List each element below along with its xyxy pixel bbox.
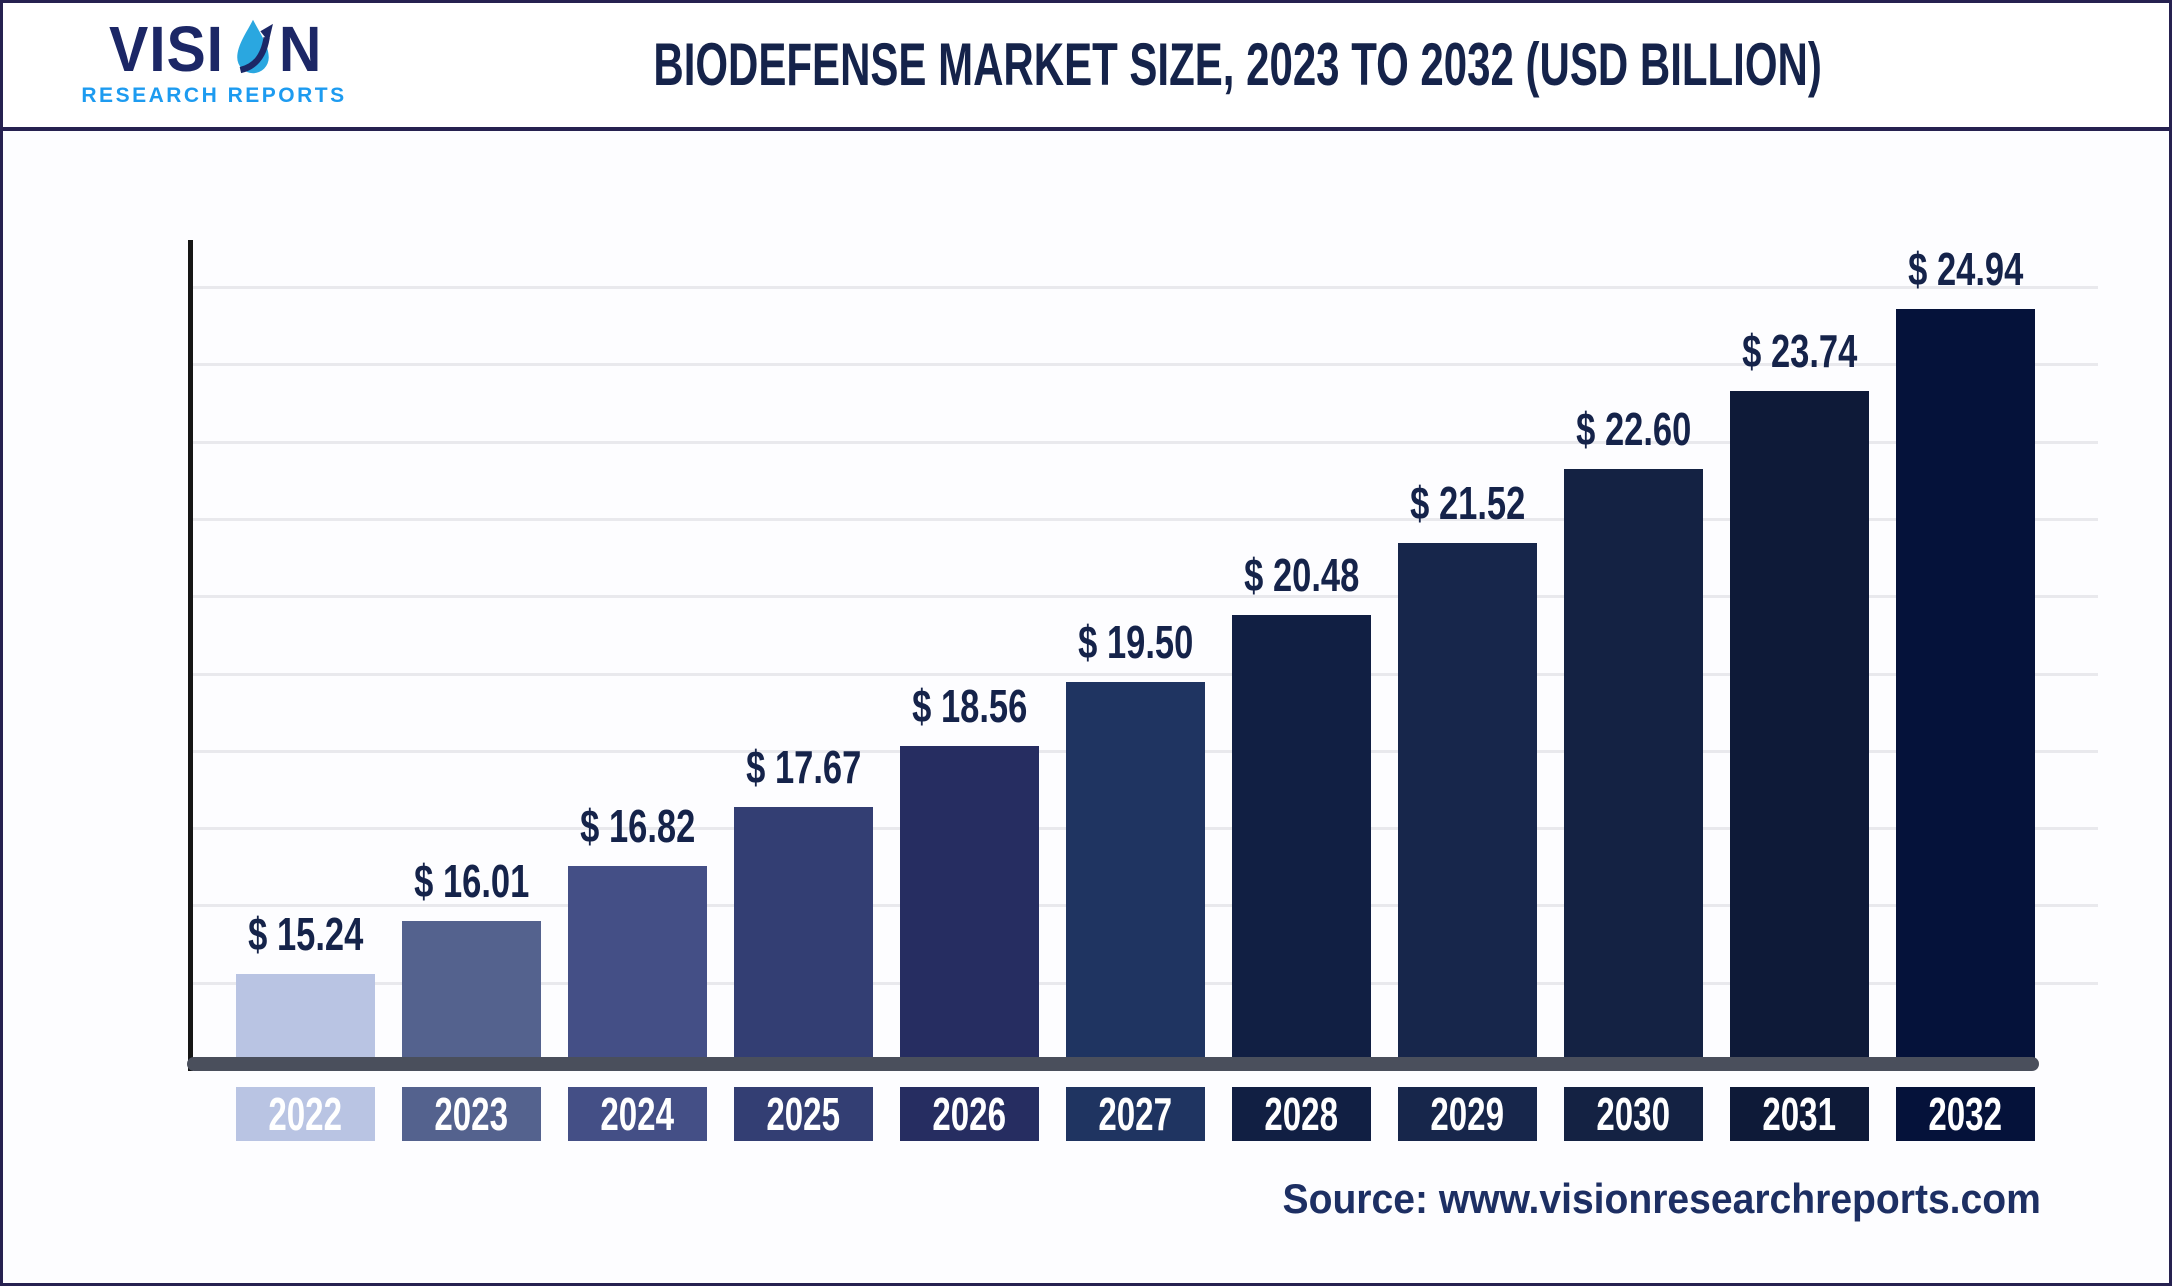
logo-subtitle: RESEARCH REPORTS	[81, 84, 347, 107]
bar-value-label: $ 19.50	[1077, 616, 1194, 668]
brand-logo: VISI N RESEARCH REPORTS	[69, 17, 359, 108]
bar-value-label: $ 15.24	[247, 908, 364, 960]
gridline	[193, 286, 2098, 289]
bar-value-label: $ 20.48	[1243, 549, 1360, 601]
bar-value-label: $ 18.56	[911, 680, 1028, 732]
bar-value-label: $ 24.94	[1907, 243, 2024, 295]
bar-2032	[1896, 309, 2035, 1059]
year-label-2024: 2024	[568, 1087, 707, 1141]
bar-value-label: $ 16.82	[579, 800, 696, 852]
bar-2023	[402, 921, 541, 1059]
year-label-2027: 2027	[1066, 1087, 1205, 1141]
year-label-2023: 2023	[402, 1087, 541, 1141]
y-axis-line	[188, 240, 193, 1071]
bar-value-label: $ 23.74	[1741, 325, 1858, 377]
bar-2026	[900, 746, 1039, 1059]
bar-2031	[1730, 391, 1869, 1059]
gridline	[193, 672, 2098, 676]
bar-value-label: $ 21.52	[1409, 477, 1526, 529]
bar-2030	[1564, 469, 1703, 1059]
year-label-2026: 2026	[900, 1087, 1039, 1141]
bar-2024	[568, 866, 707, 1059]
bar-2022	[236, 974, 375, 1059]
bar-2027	[1066, 682, 1205, 1059]
year-label-2029: 2029	[1398, 1087, 1537, 1141]
logo-word-right: N	[278, 13, 323, 85]
bar-2029	[1398, 543, 1537, 1059]
bar-value-label: $ 22.60	[1575, 403, 1692, 455]
header: VISI N RESEARCH REPORTS BIODEFENSE MARKE…	[3, 3, 2169, 127]
year-label-2031: 2031	[1730, 1087, 1869, 1141]
page-title: BIODEFENSE MARKET SIZE, 2023 TO 2032 (US…	[653, 31, 1822, 98]
year-label-2025: 2025	[734, 1087, 873, 1141]
logo-drop-icon	[237, 19, 273, 74]
year-label-2030: 2030	[1564, 1087, 1703, 1141]
bar-2025	[734, 807, 873, 1059]
bar-value-label: $ 17.67	[745, 741, 862, 793]
gridline	[193, 595, 2098, 599]
gridline	[193, 517, 2098, 521]
source-text: Source: www.visionresearchreports.com	[1282, 1175, 2041, 1222]
bar-2028	[1232, 615, 1371, 1059]
gridline	[193, 363, 2098, 367]
header-divider	[3, 127, 2169, 131]
logo-wordmark: VISI N	[69, 17, 359, 81]
logo-word-left: VISI	[108, 13, 224, 85]
gridline	[193, 440, 2098, 444]
year-label-2032: 2032	[1896, 1087, 2035, 1141]
year-label-2028: 2028	[1232, 1087, 1371, 1141]
year-label-2022: 2022	[236, 1087, 375, 1141]
bar-value-label: $ 16.01	[413, 855, 530, 907]
x-axis-line	[187, 1057, 2039, 1071]
